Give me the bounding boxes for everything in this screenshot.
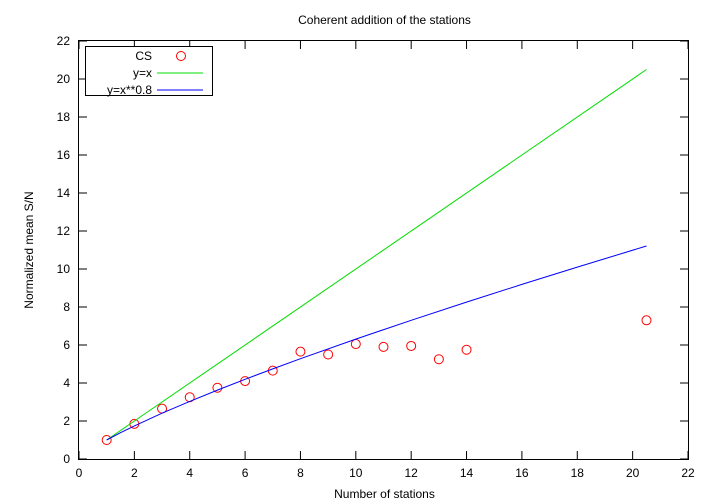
legend-swatch-cs — [176, 51, 186, 61]
series-cs-point — [406, 340, 417, 351]
x-tick-label: 12 — [405, 466, 419, 480]
y-tick-label: 4 — [63, 376, 70, 390]
x-tick-label: 10 — [349, 466, 363, 480]
series-cs-point — [295, 346, 306, 357]
legend-label-cs: CS — [135, 49, 152, 63]
series-cs-point — [433, 354, 444, 365]
series-cs-point — [323, 349, 334, 360]
x-tick-label: 8 — [297, 466, 304, 480]
series-cs-point — [212, 382, 223, 393]
x-tick-label: 0 — [76, 466, 83, 480]
plot-series — [101, 69, 652, 445]
x-axis-label: Number of stations — [334, 487, 435, 501]
x-tick-label: 14 — [460, 466, 474, 480]
y-tick-label: 0 — [63, 452, 70, 466]
series-y-x-line — [106, 69, 647, 441]
y-tick-label: 2 — [63, 414, 70, 428]
x-tick-label: 2 — [131, 466, 138, 480]
x-tick-label: 16 — [515, 466, 529, 480]
series-cs-point — [461, 344, 472, 355]
legend: CS y=x y=x**0.8 — [85, 46, 213, 97]
chart-title: Coherent addition of the stations — [298, 13, 471, 27]
x-tick-label: 20 — [626, 466, 640, 480]
y-tick-label: 8 — [63, 300, 70, 314]
x-tick-label: 4 — [186, 466, 193, 480]
x-tick-label: 18 — [571, 466, 585, 480]
legend-label-y-x-0-8: y=x**0.8 — [107, 83, 152, 97]
series-cs-point — [101, 435, 112, 445]
y-tick-label: 12 — [57, 224, 71, 238]
y-tick-label: 10 — [57, 262, 71, 276]
y-axis-label: Normalized mean S/N — [22, 191, 36, 308]
y-tick-label: 6 — [63, 338, 70, 352]
y-tick-label: 18 — [57, 110, 71, 124]
y-tick-label: 22 — [57, 34, 71, 48]
legend-box — [85, 46, 213, 96]
y-tick-label: 20 — [57, 72, 71, 86]
plot-frame — [78, 40, 689, 460]
y-tick-label: 14 — [57, 186, 71, 200]
x-tick-label: 6 — [242, 466, 249, 480]
x-tick-label: 22 — [681, 466, 695, 480]
y-tick-label: 16 — [57, 148, 71, 162]
series-y-x-0-8-line — [106, 245, 647, 441]
series-cs-point — [641, 315, 652, 326]
legend-label-y-x: y=x — [133, 66, 152, 80]
axis-ticks: 0 2 4 6 8 10 12 14 16 18 20 22 0 2 4 6 8 10 12 14 16 18 20 22 — [57, 34, 695, 480]
series-cs-point — [378, 341, 389, 352]
